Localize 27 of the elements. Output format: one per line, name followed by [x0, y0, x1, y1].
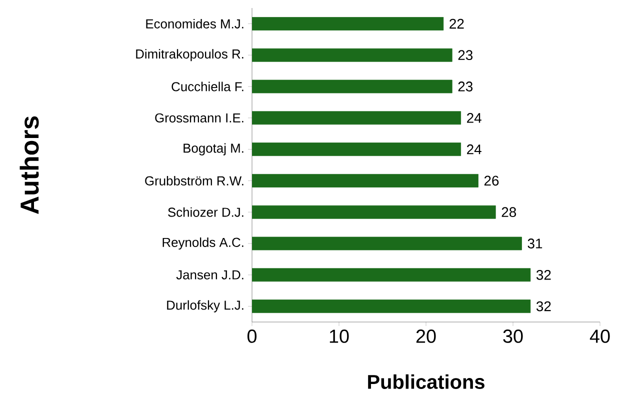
data-label: 32: [536, 270, 551, 280]
data-label: 31: [528, 238, 542, 248]
y-tick-label: Durlofsky L.J.: [167, 300, 244, 312]
data-label: 24: [467, 144, 482, 154]
x-tick-label: 0: [247, 330, 257, 343]
x-tick-label: 20: [416, 330, 436, 343]
x-tick-label: 40: [590, 330, 610, 343]
y-tick-label: Schiozer D.J.: [168, 207, 244, 217]
y-tick-label: Cucchiella F.: [172, 82, 244, 92]
data-label: 26: [484, 176, 499, 186]
y-tick-label: Grubbström R.W.: [145, 176, 244, 186]
data-label: 28: [502, 207, 516, 218]
y-tick-label: Dimitrakopoulos R.: [136, 49, 244, 62]
x-axis-title: Publications: [368, 374, 484, 389]
y-tick-label: Economides M.J.: [146, 18, 244, 28]
y-tick-label: Grossmann I.E.: [155, 113, 244, 122]
x-tick-label: 10: [330, 330, 349, 343]
data-label: 24: [467, 113, 482, 123]
data-label: 22: [450, 18, 464, 29]
x-tick-label: 30: [503, 330, 523, 343]
y-tick-label: Reynolds A.C.: [162, 237, 244, 250]
y-tick-label: Jansen J.D.: [176, 270, 244, 280]
data-label: 23: [458, 82, 473, 92]
y-axis-title: Authors: [20, 116, 39, 214]
data-label: 23: [458, 50, 473, 60]
y-tick-label: Bogotaj M.: [184, 143, 244, 156]
data-label: 32: [536, 301, 551, 312]
